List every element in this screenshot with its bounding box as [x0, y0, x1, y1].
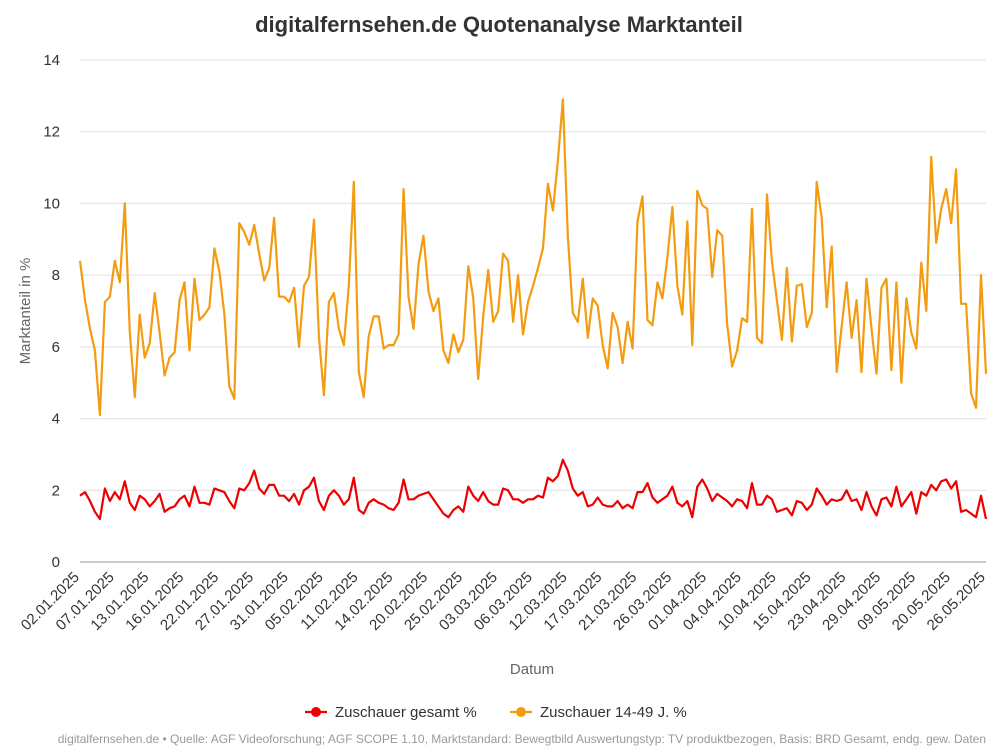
legend-marker [311, 707, 321, 717]
legend-label: Zuschauer 14-49 J. % [540, 704, 687, 721]
y-axis-label: Marktanteil in % [17, 258, 34, 365]
x-axis-ticks: 02.01.202507.01.202513.01.202516.01.2025… [18, 569, 989, 634]
legend: Zuschauer gesamt % Zuschauer 14-49 J. % [305, 704, 687, 721]
y-tick-label: 4 [52, 411, 60, 428]
y-tick-label: 12 [43, 124, 60, 141]
series-lines [78, 98, 988, 521]
y-tick-label: 14 [43, 52, 60, 69]
y-tick-label: 0 [52, 554, 60, 571]
legend-label: Zuschauer gesamt % [335, 704, 477, 721]
y-axis-ticks: 0 2 4 6 8 10 12 14 [43, 52, 60, 571]
legend-marker [516, 707, 526, 717]
source-note: digitalfernsehen.de • Quelle: AGF Videof… [58, 732, 986, 746]
series-line [79, 458, 988, 521]
y-tick-label: 10 [43, 195, 60, 212]
y-tick-label: 8 [52, 267, 60, 284]
chart-title: digitalfernsehen.de Quotenanalyse Markta… [255, 12, 743, 37]
y-tick-label: 2 [52, 482, 60, 499]
y-tick-label: 6 [52, 339, 60, 356]
x-axis-label: Datum [510, 661, 554, 678]
grid [80, 59, 986, 563]
series-line [78, 98, 988, 417]
